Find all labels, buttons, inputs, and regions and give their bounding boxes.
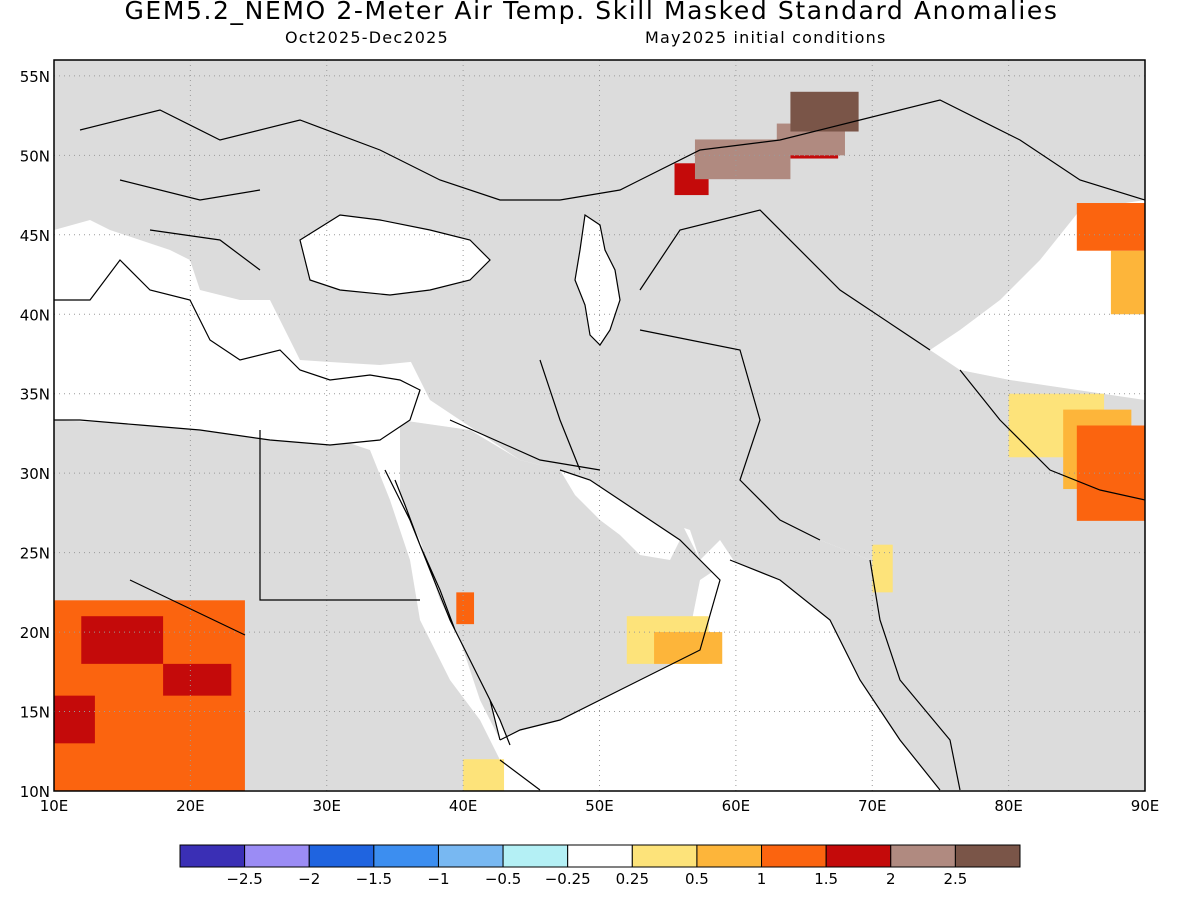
- coast-africa-horn: [499, 759, 541, 791]
- anomaly-patch-18: [790, 91, 859, 132]
- border-3: [639, 329, 821, 541]
- anomaly-patch-9: [1076, 203, 1145, 251]
- anomaly-patch-8: [1076, 425, 1145, 521]
- anomaly-patch-4: [654, 632, 723, 664]
- anomaly-patch-10: [456, 592, 475, 625]
- anomaly-patch-12: [163, 663, 232, 696]
- colorbar-swatch: [696, 844, 763, 868]
- anomaly-layer: [54, 91, 1145, 791]
- chart-title: GEM5.2_NEMO 2-Meter Air Temp. Skill Mask…: [124, 0, 1059, 25]
- colorbar-label: −2.5: [226, 870, 262, 888]
- lon-tick-label: 90E: [1131, 797, 1160, 815]
- lon-tick-label: 50E: [585, 797, 614, 815]
- colorbar-swatch: [954, 844, 1021, 868]
- persian-gulf: [560, 470, 680, 560]
- colorbar-swatch: [502, 844, 569, 868]
- colorbar-label: −0.25: [545, 870, 591, 888]
- mediterranean-sea: [54, 260, 420, 445]
- lon-tick-label: 10E: [40, 797, 69, 815]
- coast-red-sea: [384, 469, 511, 746]
- lat-tick-label: 25N: [20, 545, 50, 563]
- anomaly-patch-6: [1110, 250, 1145, 315]
- colorbar-swatch: [308, 844, 375, 868]
- land-southeast-asia: [1000, 520, 1145, 790]
- land-anatolia: [290, 300, 560, 365]
- lat-tick-label: 40N: [20, 306, 50, 324]
- colorbar-swatch: [631, 844, 698, 868]
- colorbar-label: 1.5: [814, 870, 838, 888]
- lat-tick-label: 15N: [20, 704, 50, 722]
- coastlines-and-borders: [54, 99, 1145, 791]
- valid-period: Oct2025-Dec2025: [285, 28, 449, 47]
- border-4: [639, 209, 931, 351]
- border-6: [959, 369, 1145, 501]
- lon-tick-label: 20E: [176, 797, 205, 815]
- colorbar-swatch: [567, 844, 633, 868]
- colorbar-swatch: [825, 844, 892, 868]
- colorbar-swatch: [244, 844, 310, 868]
- lat-tick-label: 30N: [20, 465, 50, 483]
- map-area: [54, 60, 1145, 791]
- border-1: [129, 430, 420, 636]
- anomaly-patch-16: [694, 139, 791, 180]
- coast-black-sea: [299, 214, 491, 296]
- lat-tick-label: 35N: [20, 386, 50, 404]
- border-5: [559, 99, 1145, 201]
- red-sea: [385, 470, 510, 745]
- arabian-sea: [520, 560, 940, 790]
- anomaly-patch-11: [81, 616, 164, 664]
- colorbar-swatch: [179, 844, 246, 868]
- border-europe: [79, 109, 560, 271]
- water-layer: [54, 215, 940, 790]
- lon-tick-label: 60E: [722, 797, 751, 815]
- colorbar-swatch: [373, 844, 439, 868]
- lat-tick-label: 45N: [20, 227, 50, 245]
- initial-conditions: May2025 initial conditions: [645, 28, 887, 47]
- lon-tick-label: 30E: [312, 797, 341, 815]
- lat-tick-label: 50N: [20, 147, 50, 165]
- colorbar-label: 1: [757, 870, 767, 888]
- lat-tick-label: 10N: [20, 783, 50, 801]
- colorbar-swatch: [437, 844, 504, 868]
- coast-caspian: [574, 213, 621, 346]
- graticule: [54, 60, 1145, 791]
- map-frame: [53, 59, 1146, 792]
- colorbar-label: −1.5: [356, 870, 392, 888]
- lat-tick-label: 20N: [20, 624, 50, 642]
- lat-tick-label: 55N: [20, 68, 50, 86]
- colorbar-label: −1: [427, 870, 449, 888]
- coast-arabia: [499, 469, 721, 741]
- lon-tick-label: 40E: [449, 797, 478, 815]
- colorbar-label: 2: [886, 870, 896, 888]
- colorbar-label: 0.25: [616, 870, 649, 888]
- border-2: [449, 359, 601, 471]
- colorbar: −2.5 −2 −1.5 −1 −0.5 −0.25 0.25 0.5 1 1.5 2 2.5: [179, 844, 1021, 888]
- gulf-of-aden: [500, 720, 620, 790]
- lon-tick-label: 80E: [994, 797, 1023, 815]
- colorbar-swatch: [761, 844, 827, 868]
- anomaly-patch-3: [872, 544, 893, 593]
- black-sea: [300, 215, 490, 295]
- anomaly-patch-2: [463, 759, 505, 791]
- colorbar-label: 2.5: [943, 870, 967, 888]
- anomaly-patch-13: [54, 695, 95, 744]
- colorbar-label: −2: [298, 870, 320, 888]
- colorbar-label: 0.5: [685, 870, 709, 888]
- coast-india: [729, 559, 961, 791]
- lon-tick-label: 70E: [858, 797, 887, 815]
- colorbar-label: −0.5: [485, 870, 521, 888]
- coast-mediterranean: [54, 259, 421, 446]
- colorbar-swatch: [890, 844, 956, 868]
